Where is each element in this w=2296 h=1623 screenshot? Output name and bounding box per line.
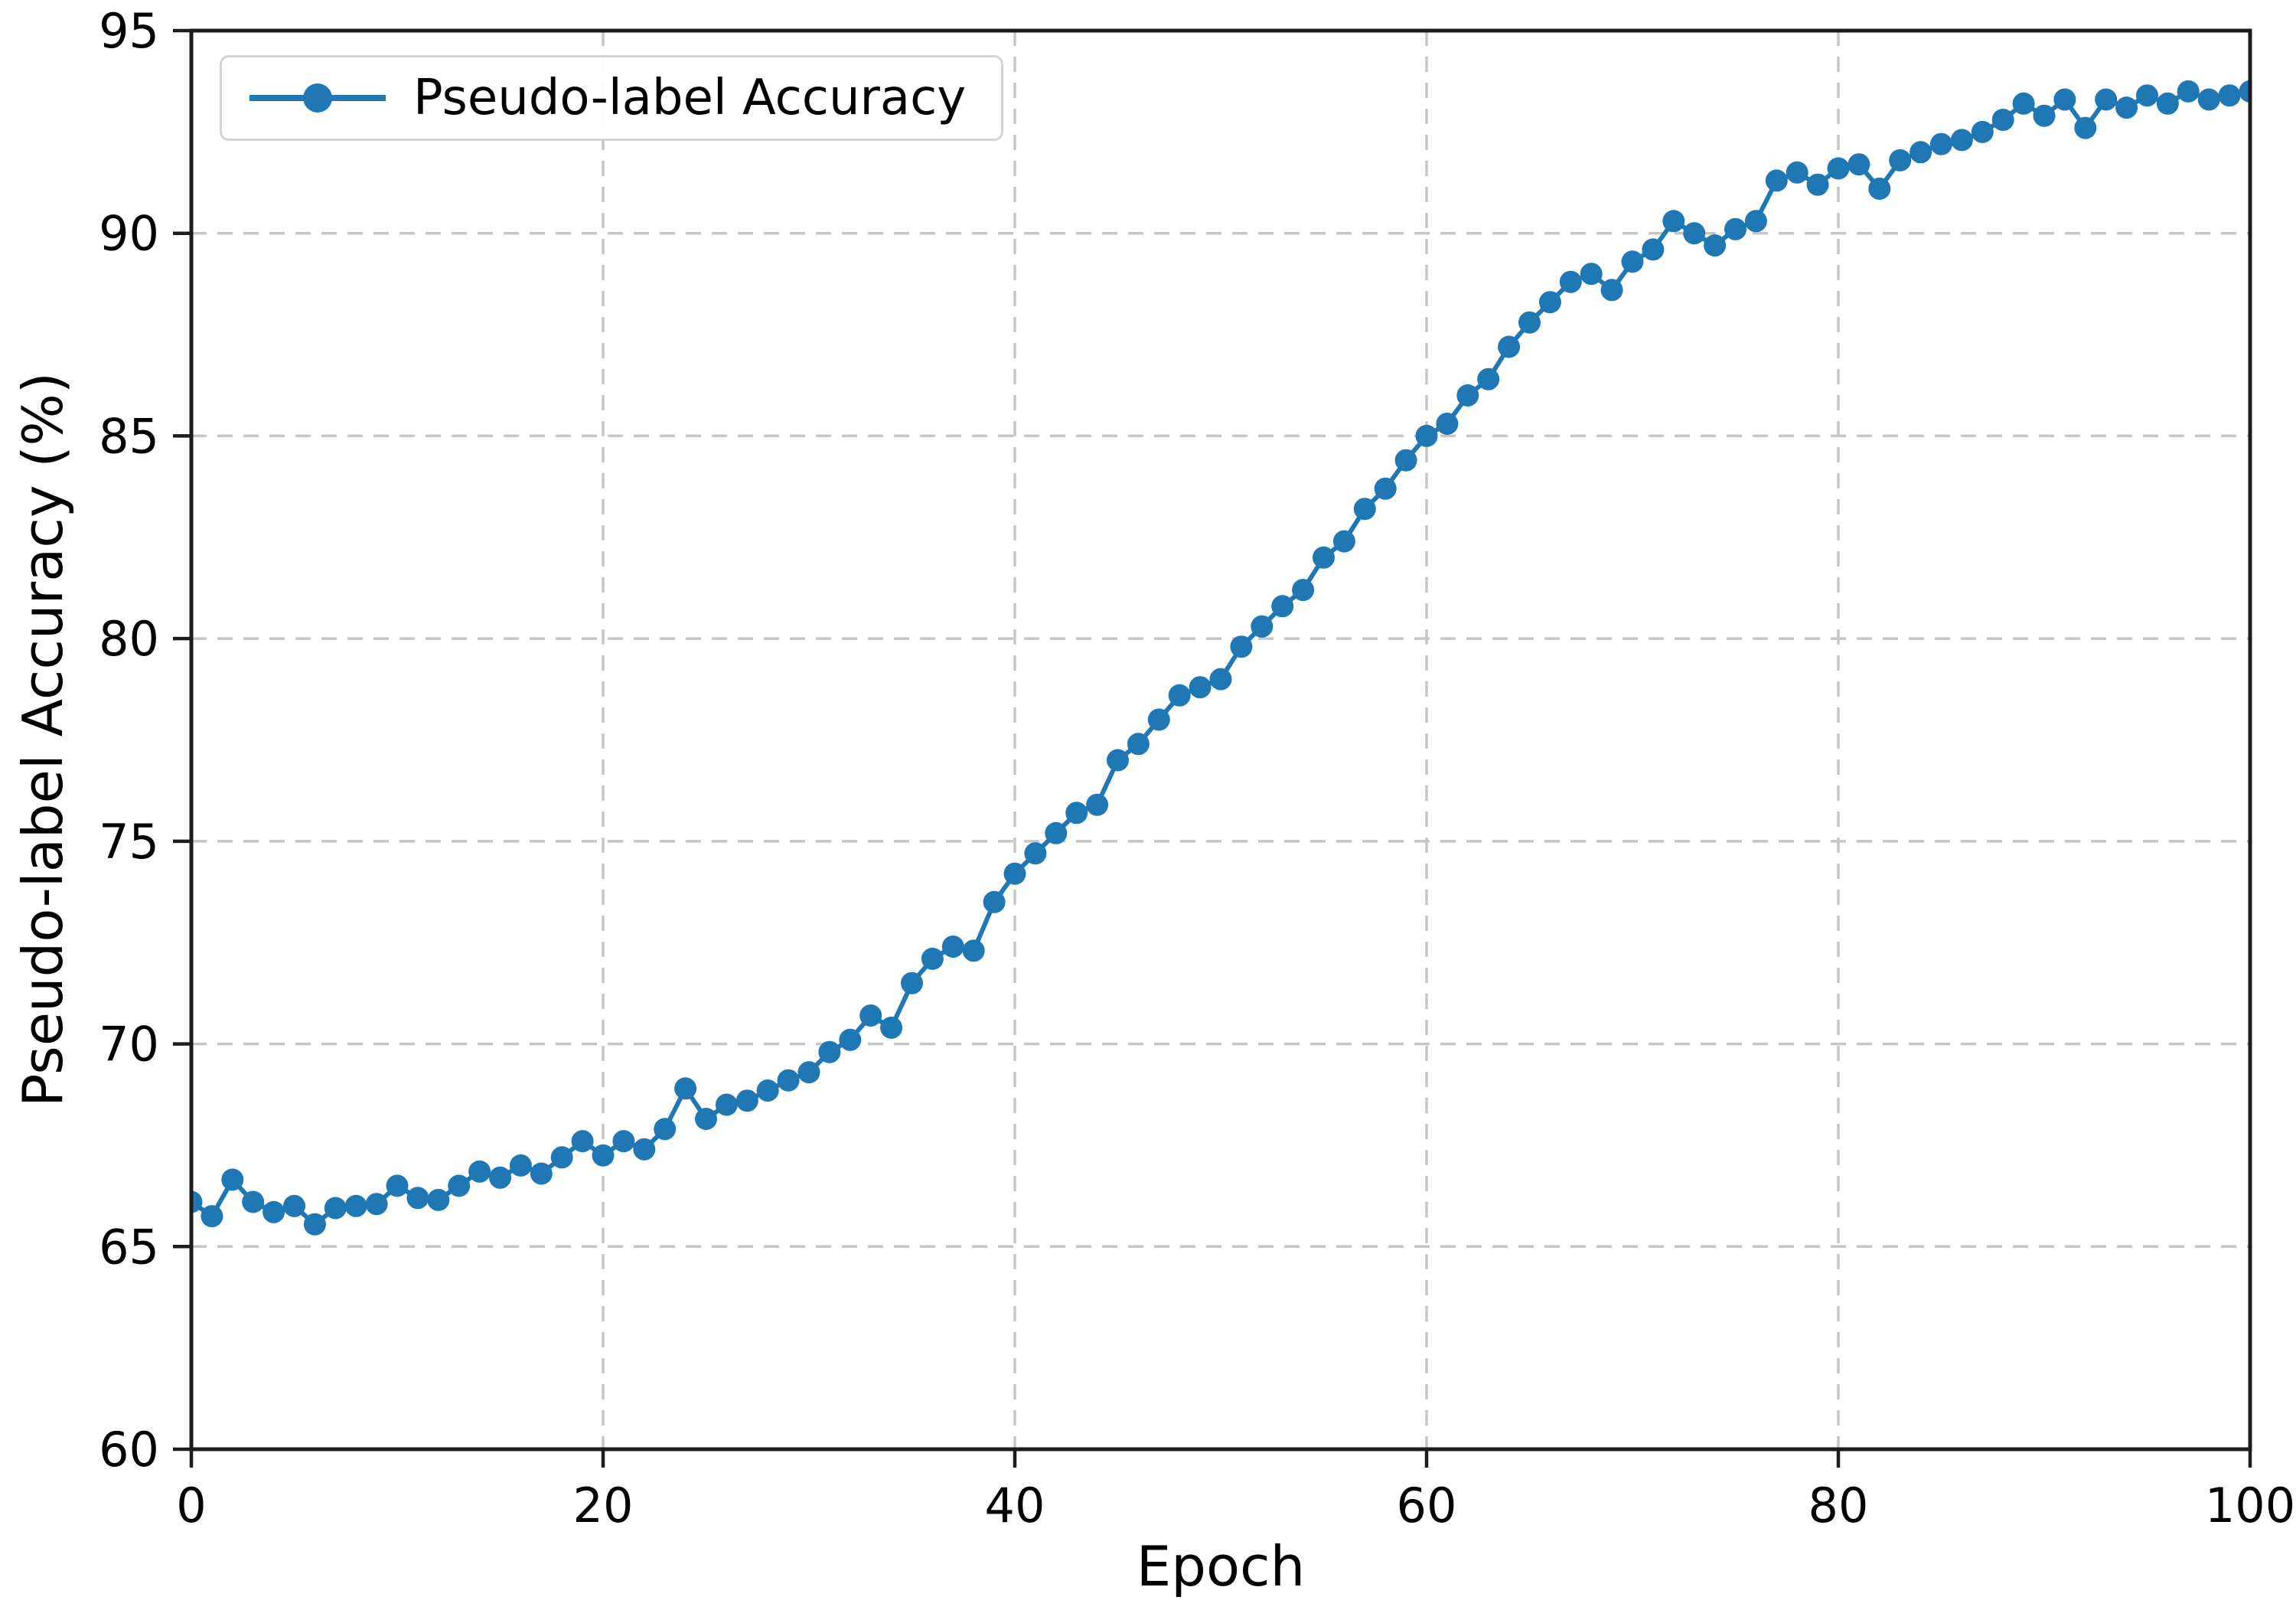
- x-tick-label: 0: [176, 1478, 206, 1533]
- y-axis-label: Pseudo-label Accuracy (%): [11, 372, 75, 1107]
- x-tick-label: 100: [2205, 1478, 2295, 1533]
- legend-marker-icon: [249, 83, 386, 113]
- tick-labels: 0 20 40 60 80 100 60 65 70 75 80 85 90 95: [99, 3, 2295, 1533]
- x-tick-label: 40: [985, 1478, 1045, 1533]
- x-axis-label: Epoch: [1136, 1534, 1306, 1599]
- axes-spines: [189, 28, 2252, 1452]
- y-tick-label: 65: [99, 1219, 159, 1275]
- legend-label: Pseudo-label Accuracy: [413, 70, 967, 126]
- tick-marks: [173, 28, 2252, 1468]
- y-tick-label: 95: [99, 3, 159, 59]
- x-tick-label: 80: [1808, 1478, 1869, 1533]
- y-tick-label: 85: [99, 408, 159, 464]
- grid-lines: [190, 29, 2252, 1451]
- x-tick-label: 60: [1397, 1478, 1457, 1533]
- y-tick-label: 75: [99, 814, 159, 870]
- y-tick-label: 70: [99, 1017, 159, 1073]
- series-pseudo-label-accuracy: [191, 80, 2251, 1236]
- y-tick-label: 80: [99, 611, 159, 667]
- legend: Pseudo-label Accuracy: [220, 55, 1004, 141]
- y-tick-label: 90: [99, 206, 159, 262]
- x-tick-label: 20: [573, 1478, 634, 1533]
- y-tick-label: 60: [99, 1422, 159, 1478]
